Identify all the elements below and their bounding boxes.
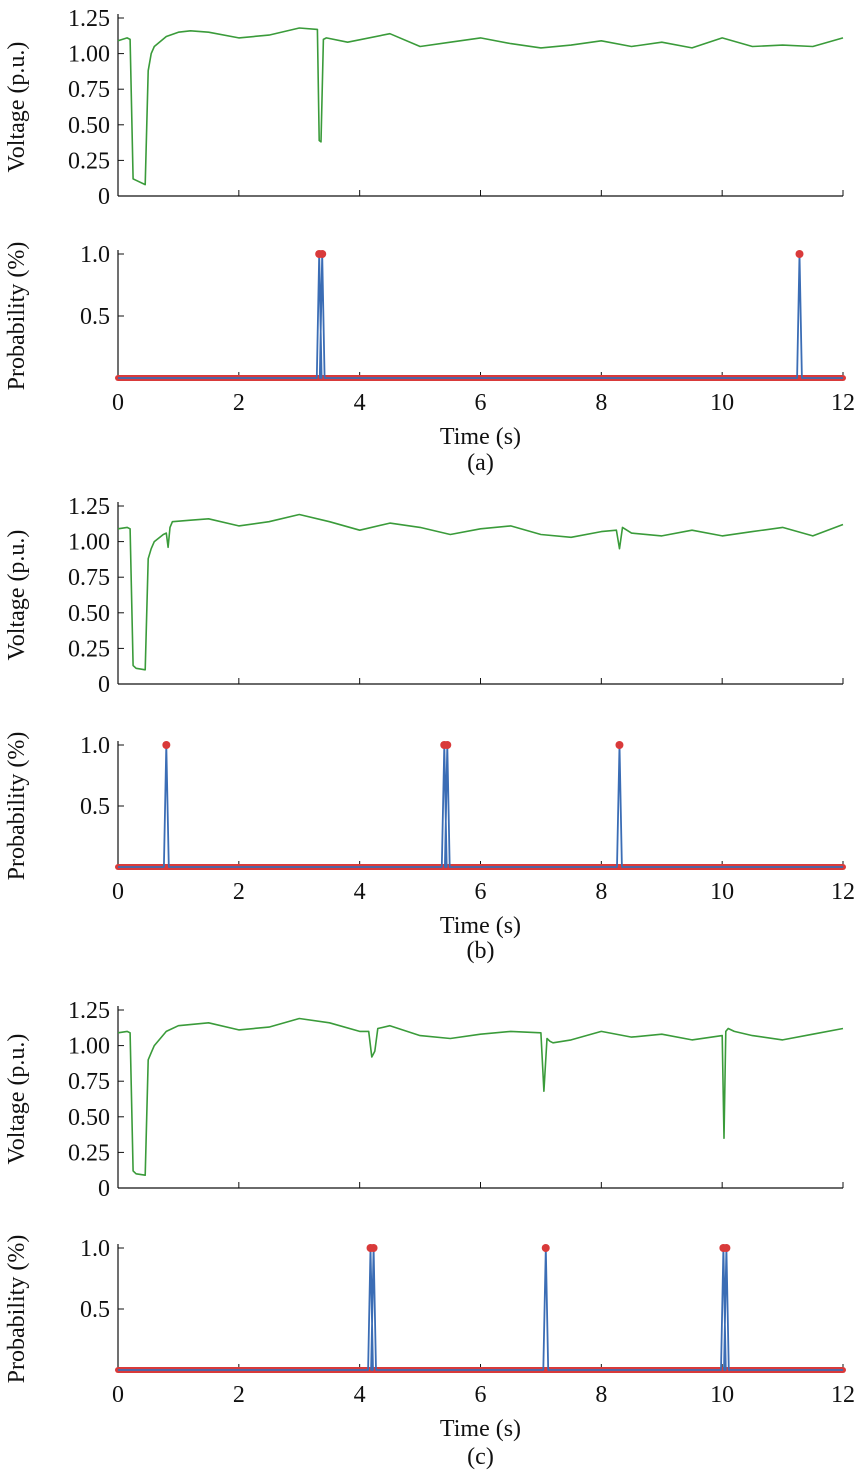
x-tick-label: 12 bbox=[831, 390, 855, 416]
x-tick-label: 10 bbox=[710, 390, 734, 416]
x-tick-label: 4 bbox=[354, 879, 366, 905]
voltage-series-line bbox=[117, 1017, 844, 1176]
x-tick-label: 4 bbox=[354, 390, 366, 416]
x-axis-title: Time (s) bbox=[440, 424, 521, 450]
peak-marker bbox=[162, 741, 171, 749]
x-tick-label: 0 bbox=[112, 879, 124, 905]
x-axis-title: Time (s) bbox=[440, 913, 521, 939]
y-axis-title: Probability (%) bbox=[4, 1235, 30, 1384]
y-axis-title: Voltage (p.u.) bbox=[4, 530, 30, 661]
x-tick-label: 6 bbox=[475, 879, 487, 905]
peak-marker bbox=[795, 250, 804, 258]
y-tick-label: 0.5 bbox=[80, 1297, 110, 1323]
y-tick-label: 0 bbox=[98, 672, 110, 698]
x-tick-label: 4 bbox=[354, 1382, 366, 1408]
y-tick-label: 1.0 bbox=[80, 242, 110, 268]
x-tick-label: 2 bbox=[233, 879, 245, 905]
x-tick-label: 10 bbox=[710, 1382, 734, 1408]
y-tick-label: 1.0 bbox=[80, 733, 110, 759]
x-axis-title: Time (s) bbox=[440, 1416, 521, 1442]
y-tick-label: 0.50 bbox=[68, 1105, 110, 1131]
y-tick-label: 0.25 bbox=[68, 636, 110, 662]
y-tick-label: 0.25 bbox=[68, 148, 110, 174]
peak-marker bbox=[369, 1244, 378, 1252]
peak-marker bbox=[541, 1244, 550, 1252]
x-tick-label: 0 bbox=[112, 390, 124, 416]
y-tick-label: 1.25 bbox=[68, 494, 110, 520]
peak-marker bbox=[318, 250, 327, 258]
x-tick-label: 6 bbox=[475, 1382, 487, 1408]
panel-caption: (b) bbox=[467, 938, 495, 964]
voltage-series-line bbox=[117, 513, 844, 671]
y-tick-label: 1.25 bbox=[68, 998, 110, 1024]
x-tick-label: 12 bbox=[831, 1382, 855, 1408]
x-tick-label: 2 bbox=[233, 1382, 245, 1408]
probability-series-line bbox=[118, 744, 843, 868]
x-tick-label: 8 bbox=[595, 879, 607, 905]
y-tick-label: 0.75 bbox=[68, 565, 110, 591]
y-tick-label: 0.5 bbox=[80, 304, 110, 330]
x-tick-label: 0 bbox=[112, 1382, 124, 1408]
peak-marker bbox=[443, 741, 452, 749]
x-tick-label: 10 bbox=[710, 879, 734, 905]
probability-series-line bbox=[118, 253, 843, 379]
y-tick-label: 0.25 bbox=[68, 1140, 110, 1166]
x-tick-label: 12 bbox=[831, 879, 855, 905]
probability-series-line bbox=[118, 1247, 843, 1371]
peak-marker bbox=[615, 741, 624, 749]
y-axis-title: Probability (%) bbox=[4, 242, 30, 391]
x-tick-label: 2 bbox=[233, 390, 245, 416]
y-tick-label: 0.5 bbox=[80, 794, 110, 820]
panel-caption: (a) bbox=[467, 450, 494, 476]
y-tick-label: 0.75 bbox=[68, 1069, 110, 1095]
y-tick-label: 0.75 bbox=[68, 77, 110, 103]
y-tick-label: 1.00 bbox=[68, 530, 110, 556]
y-tick-label: 1.00 bbox=[68, 1034, 110, 1060]
y-tick-label: 0 bbox=[98, 1176, 110, 1202]
x-tick-label: 8 bbox=[595, 390, 607, 416]
peak-marker bbox=[722, 1244, 731, 1252]
x-tick-label: 6 bbox=[475, 390, 487, 416]
y-axis-title: Voltage (p.u.) bbox=[4, 1034, 30, 1165]
y-tick-label: 1.00 bbox=[68, 42, 110, 68]
voltage-series-line bbox=[117, 27, 844, 186]
panel-caption: (c) bbox=[467, 1444, 494, 1470]
y-tick-label: 0 bbox=[98, 184, 110, 210]
y-axis-title: Probability (%) bbox=[4, 732, 30, 881]
y-tick-label: 0.50 bbox=[68, 113, 110, 139]
y-axis-title: Voltage (p.u.) bbox=[4, 42, 30, 173]
y-tick-label: 1.25 bbox=[68, 6, 110, 32]
y-tick-label: 0.50 bbox=[68, 601, 110, 627]
x-tick-label: 8 bbox=[595, 1382, 607, 1408]
y-tick-label: 1.0 bbox=[80, 1236, 110, 1262]
